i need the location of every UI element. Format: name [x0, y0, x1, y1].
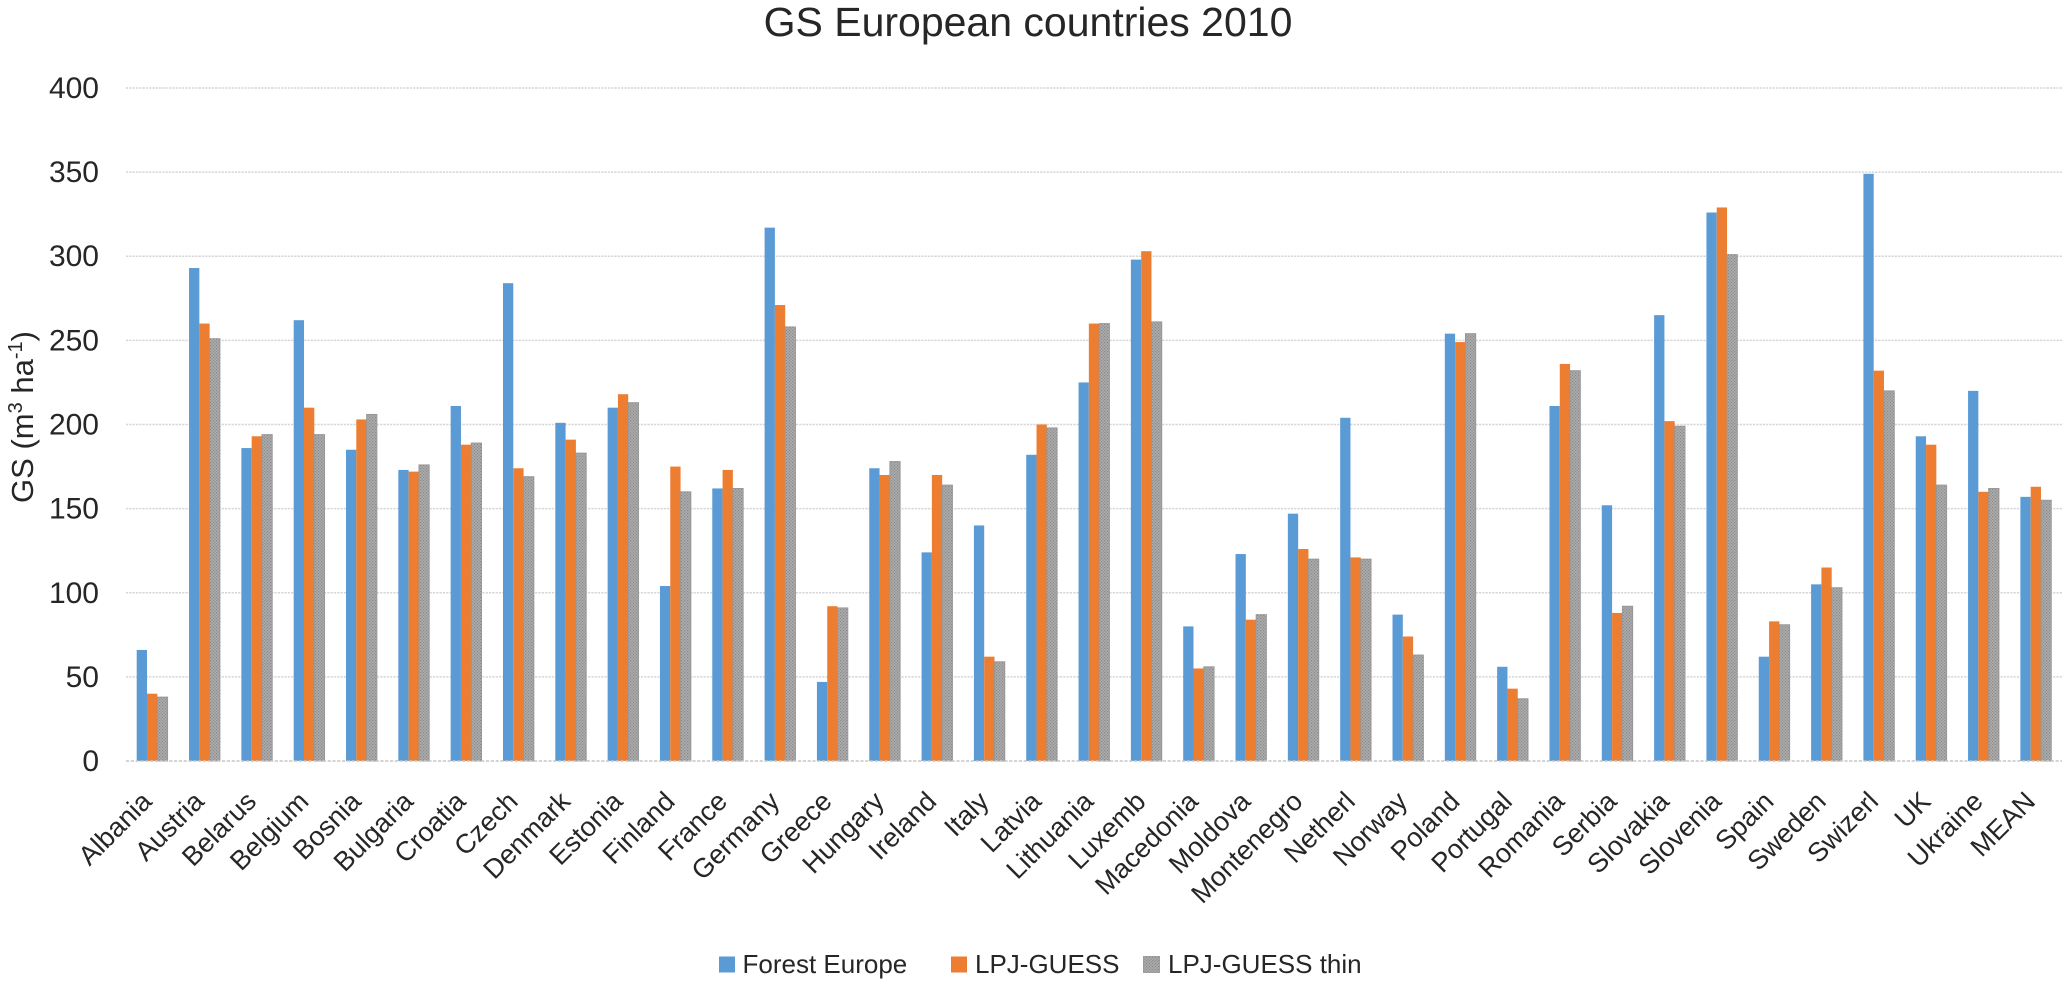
svg-text:300: 300 [49, 240, 99, 273]
svg-text:LPJ-GUESS: LPJ-GUESS [975, 949, 1120, 979]
svg-text:350: 350 [49, 156, 99, 189]
svg-text:150: 150 [49, 493, 99, 526]
svg-text:400: 400 [49, 72, 99, 105]
svg-text:250: 250 [49, 324, 99, 357]
svg-text:100: 100 [49, 577, 99, 610]
svg-text:Forest Europe: Forest Europe [743, 949, 908, 979]
svg-text:50: 50 [66, 661, 99, 694]
svg-text:GS European countries 2010: GS European countries 2010 [764, 0, 1293, 45]
svg-text:200: 200 [49, 409, 99, 442]
svg-text:GS (m3 ha-1): GS (m3 ha-1) [5, 331, 40, 503]
svg-text:0: 0 [82, 745, 99, 778]
svg-text:LPJ-GUESS thin: LPJ-GUESS thin [1168, 949, 1362, 979]
